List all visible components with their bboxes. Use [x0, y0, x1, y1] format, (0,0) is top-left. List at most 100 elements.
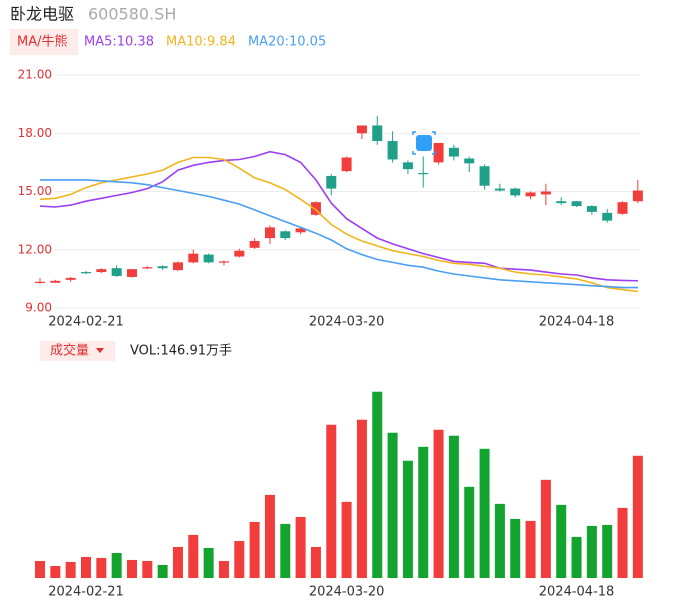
volume-bar: [356, 419, 367, 578]
candle-body: [35, 281, 45, 283]
volume-bar: [479, 448, 490, 578]
stock-name: 卧龙电驱: [10, 5, 74, 24]
y-tick-label: 12.00: [18, 242, 52, 256]
volume-bar: [525, 520, 536, 578]
volume-bar: [372, 391, 383, 578]
candle-body: [586, 206, 597, 212]
candle-body: [96, 269, 107, 273]
candle-body: [494, 188, 505, 191]
volume-bar: [188, 534, 199, 578]
candle-body: [172, 262, 183, 271]
candle-body: [617, 202, 628, 214]
candle-body: [418, 173, 429, 175]
candle-body: [249, 241, 260, 248]
candle-body: [510, 188, 521, 196]
candle-body: [372, 125, 383, 142]
candle-body: [142, 267, 153, 269]
candle-body: [525, 192, 536, 197]
indicator-box[interactable]: [10, 29, 78, 55]
volume-bar: [50, 566, 61, 578]
volume-bar: [387, 432, 398, 578]
volume-box[interactable]: [40, 341, 115, 361]
volume-bar: [310, 546, 321, 578]
candle-body: [464, 158, 475, 164]
volume-bar: [172, 546, 183, 578]
volume-bar: [418, 446, 429, 578]
volume-bar: [96, 557, 107, 578]
candle-body: [310, 202, 321, 215]
volume-bar: [326, 424, 337, 578]
volume-bar: [280, 523, 291, 578]
legend-entry: MA10:9.84: [166, 35, 236, 50]
volume-bar: [35, 560, 45, 578]
dropdown-arrow[interactable]: [96, 348, 104, 353]
volume-bar: [556, 504, 567, 578]
volume-bar: [433, 429, 444, 578]
volume-bar: [111, 552, 122, 578]
candle-body: [556, 201, 567, 204]
candle-body: [80, 272, 91, 274]
volume-bar: [218, 560, 229, 578]
candle-body: [280, 231, 291, 239]
volume-value: VOL:146.91万手: [130, 344, 232, 359]
candle-body: [632, 190, 643, 202]
stock-code: 600580.SH: [88, 5, 176, 24]
candle-body: [188, 253, 199, 263]
volume-bar: [126, 559, 137, 578]
volume-bar: [571, 536, 582, 578]
candle-body: [234, 250, 245, 257]
x-tick-label: 2024-03-20: [309, 585, 385, 600]
volume-bar: [203, 547, 214, 578]
volume-bar: [632, 455, 643, 578]
x-tick-label: 2024-02-21: [48, 585, 124, 600]
volume-bar: [234, 540, 245, 578]
volume-bar: [464, 486, 475, 578]
volume-bar: [80, 556, 91, 578]
volume-bar: [586, 525, 597, 578]
x-tick-label: 2024-02-21: [48, 315, 124, 330]
volume-bar: [510, 518, 521, 578]
candle-body: [218, 261, 229, 263]
volume-bar: [264, 494, 275, 578]
x-tick-label: 2024-04-18: [539, 585, 615, 600]
candle-body: [356, 125, 367, 134]
volume-bar: [448, 435, 459, 578]
x-tick-label: 2024-03-20: [309, 315, 385, 330]
candle-body: [433, 142, 444, 163]
volume-bar: [249, 521, 260, 578]
candle-body: [111, 268, 122, 276]
candle-body: [448, 147, 459, 157]
indicator-label[interactable]: MA/牛熊: [17, 34, 68, 50]
candle-body: [479, 166, 490, 186]
candle-body: [540, 191, 551, 195]
volume-bar: [402, 460, 413, 578]
y-tick-label: 9.00: [25, 301, 52, 315]
volume-bar: [617, 507, 628, 578]
legend-entry: MA5:10.38: [84, 35, 154, 50]
candle-body: [402, 162, 413, 170]
ma-line: [39, 150, 638, 282]
volume-bar: [65, 561, 76, 578]
volume-bar: [540, 479, 551, 578]
volume-bar: [494, 503, 505, 578]
candle-body: [387, 141, 398, 160]
legend-entry: MA20:10.05: [248, 35, 326, 50]
candle-body: [326, 175, 337, 189]
candle-body: [341, 157, 352, 172]
volume-bar: [142, 560, 153, 578]
volume-bar: [341, 501, 352, 578]
volume-bar: [295, 516, 306, 578]
candle-body: [295, 228, 306, 233]
candle-body: [571, 201, 582, 207]
y-tick-label: 15.00: [18, 184, 52, 198]
y-tick-label: 18.00: [18, 126, 52, 140]
x-tick-label: 2024-04-18: [539, 315, 615, 330]
ma-line: [39, 156, 638, 293]
candle-body: [65, 277, 76, 280]
volume-label[interactable]: 成交量: [50, 343, 89, 359]
badge-icon: [412, 131, 436, 155]
ma-line: [40, 179, 638, 289]
candle-body: [203, 254, 214, 263]
volume-bar: [157, 564, 168, 578]
